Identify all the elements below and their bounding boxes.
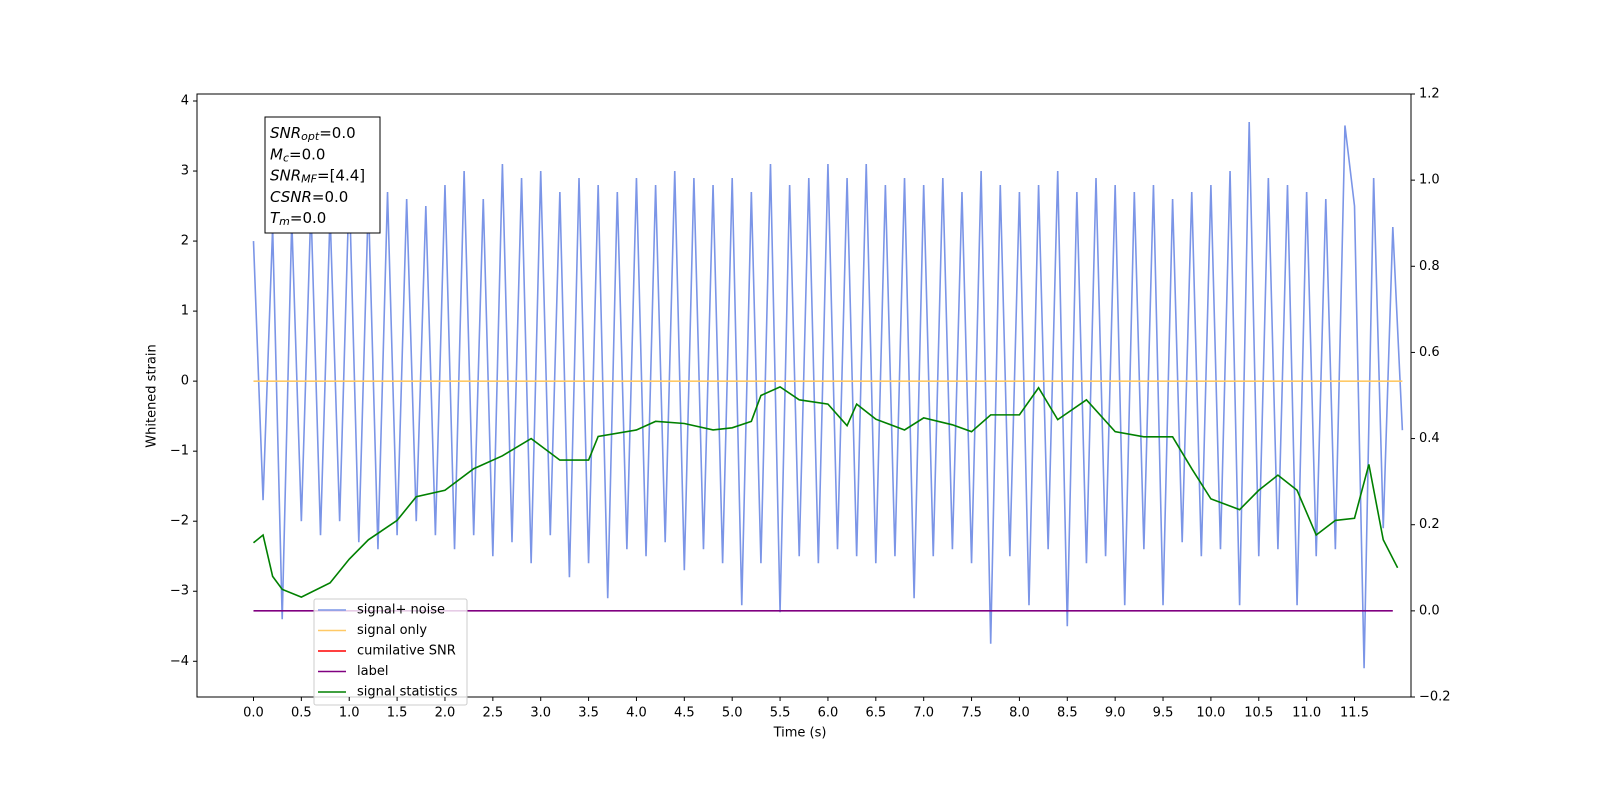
series-line <box>252 121 1404 669</box>
x-tick-label: 0.0 <box>243 706 264 721</box>
x-tick-label: 7.5 <box>961 706 982 721</box>
x-tick-label: 9.5 <box>1153 706 1174 721</box>
annotation-symbol: T <box>270 209 281 227</box>
annotation-line: CSNR=0.0 <box>270 187 348 205</box>
annotation-subscript: m <box>279 215 290 228</box>
y-tick-label: 1 <box>181 304 189 319</box>
x-tick-label: 10.0 <box>1196 706 1225 721</box>
legend-label: signal statistics <box>357 685 458 700</box>
x-tick-label: 2.0 <box>435 706 456 721</box>
x-tick-label: 3.0 <box>530 706 551 721</box>
x-tick-label: 7.0 <box>913 706 934 721</box>
y-tick-label: −3 <box>170 584 189 599</box>
y-tick-label: 3 <box>181 164 189 179</box>
x-tick-label: 10.5 <box>1244 706 1273 721</box>
annotation-value: =0.0 <box>290 209 326 227</box>
x-tick-label: 5.5 <box>770 706 791 721</box>
x-tick-label: 8.0 <box>1009 706 1030 721</box>
x-tick-label: 1.0 <box>339 706 360 721</box>
legend-label: label <box>357 664 388 679</box>
y2-tick-label: 1.0 <box>1419 173 1440 188</box>
x-tick-label: 6.5 <box>865 706 886 721</box>
x-tick-label: 8.5 <box>1057 706 1078 721</box>
y2-tick-label: 0.8 <box>1419 259 1440 274</box>
y-tick-label: −2 <box>170 514 189 529</box>
annotation-subscript: MF <box>301 173 317 186</box>
y-tick-label: −1 <box>170 444 189 459</box>
y-tick-label: −4 <box>170 654 189 669</box>
annotation-value: =0.0 <box>319 124 355 142</box>
y2-tick-label: 0.2 <box>1419 517 1440 532</box>
legend-label: cumilative SNR <box>357 644 456 659</box>
y2-tick-label: −0.2 <box>1419 690 1451 705</box>
legend-frame <box>313 598 468 706</box>
x-tick-label: 4.5 <box>674 706 695 721</box>
annotation-symbol: SNR <box>270 166 301 184</box>
y2-tick-label: 0.0 <box>1419 603 1440 618</box>
y2-tick-label: 0.4 <box>1419 431 1440 446</box>
x-tick-label: 4.0 <box>626 706 647 721</box>
legend-label: signal only <box>357 623 427 638</box>
x-tick-label: 2.5 <box>482 706 503 721</box>
y-axis-label: Whitened strain <box>145 344 160 447</box>
x-tick-label: 0.5 <box>291 706 312 721</box>
y2-tick-label: 1.2 <box>1419 87 1440 102</box>
annotation-line: Mc=0.0 <box>270 145 325 165</box>
x-axis-label: Time (s) <box>773 726 827 741</box>
x-tick-label: 6.0 <box>818 706 839 721</box>
annotation-line: SNRopt=0.0 <box>270 124 356 144</box>
x-tick-label: 3.5 <box>578 706 599 721</box>
y-tick-label: 4 <box>181 94 189 109</box>
y-tick-label: 0 <box>181 374 189 389</box>
x-tick-label: 9.0 <box>1105 706 1126 721</box>
x-tick-label: 1.5 <box>387 706 408 721</box>
x-tick-label: 5.0 <box>722 706 743 721</box>
annotation-frame <box>264 116 381 234</box>
legend-label: signal+ noise <box>357 603 445 618</box>
y2-tick-label: 0.6 <box>1419 345 1440 360</box>
annotation-value: =[4.4] <box>317 166 365 184</box>
annotation-line: Tm=0.0 <box>270 209 326 229</box>
annotation-line: SNRMF=[4.4] <box>270 166 365 186</box>
annotation-value: =0.0 <box>312 187 348 205</box>
x-tick-label: 11.5 <box>1340 706 1369 721</box>
axes-frame <box>196 93 1412 698</box>
annotation-subscript: opt <box>301 130 320 143</box>
annotation-subscript: c <box>283 151 289 164</box>
x-tick-label: 11.0 <box>1292 706 1321 721</box>
annotation-symbol: SNR <box>270 124 301 142</box>
annotation-box: SNRopt=0.0Mc=0.0SNRMF=[4.4]CSNR=0.0Tm=0.… <box>264 116 381 234</box>
series-line <box>252 385 1399 598</box>
annotation-symbol: CSNR <box>270 187 312 205</box>
annotation-value: =0.0 <box>289 145 325 163</box>
y-tick-label: 2 <box>181 234 189 249</box>
legend: signal+ noise signal only cumilative SNR la… <box>313 598 468 706</box>
annotation-symbol: M <box>270 145 283 163</box>
